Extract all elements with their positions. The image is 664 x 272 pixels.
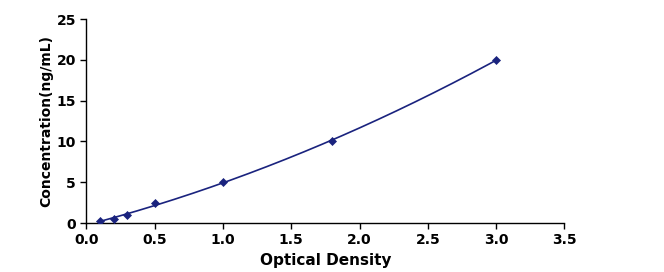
X-axis label: Optical Density: Optical Density — [260, 253, 391, 268]
Y-axis label: Concentration(ng/mL): Concentration(ng/mL) — [40, 35, 54, 207]
